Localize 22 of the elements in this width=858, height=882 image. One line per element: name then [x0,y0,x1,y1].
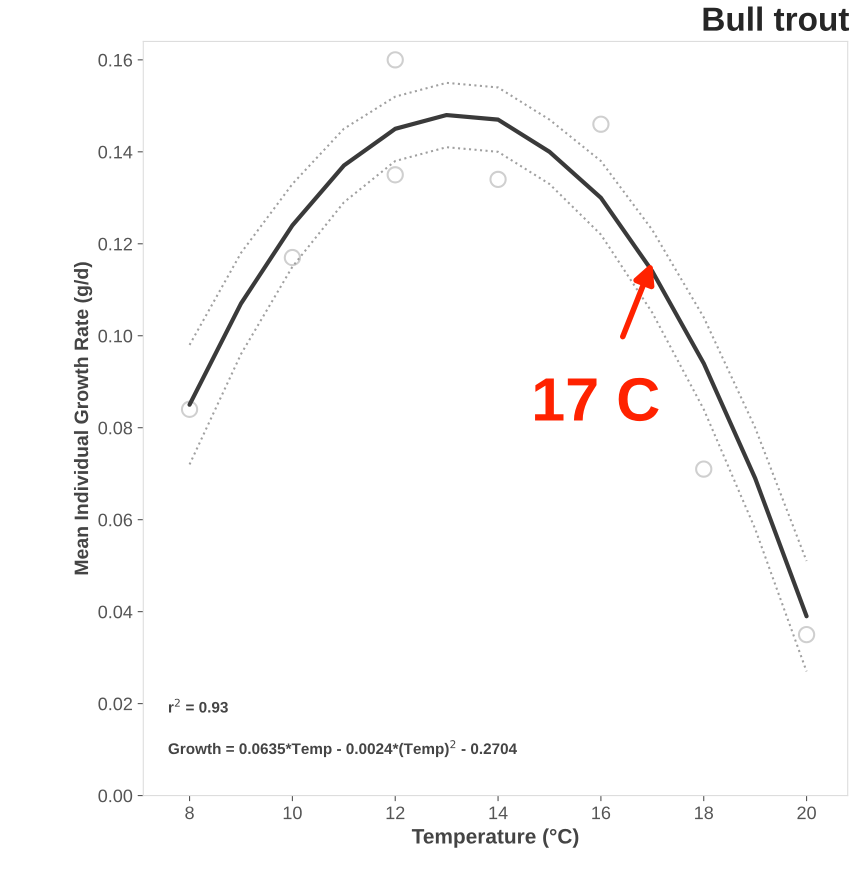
x-tick-label: 8 [185,806,194,820]
x-tick-label: 16 [592,806,610,820]
y-tick-label: 0.00 [98,790,132,802]
x-tick-label: 20 [797,806,816,820]
y-tick-label: 0.16 [98,54,132,67]
annotation: Growth = 0.0635*Temp - 0.0024*(Temp)$^{2}$ - 0.2704 [168,740,517,758]
chart-title: Bull trout [704,6,850,31]
y-tick-label: 0.04 [98,606,132,618]
x-axis-title: Temperature (°C) [412,828,578,848]
y-tick-label: 0.10 [98,330,132,342]
y-tick-label: 0.14 [98,146,132,159]
y-tick-label: 0.02 [98,698,132,710]
x-tick-label: 14 [489,806,508,820]
annotation: 17 C [535,378,659,422]
x-tick-label: 12 [386,806,404,820]
y-tick-label: 0.06 [98,514,132,526]
x-tick-label: 18 [695,806,713,820]
y-axis-title: Mean Individual Growth Rate (g/d) [74,262,92,574]
y-tick-label: 0.08 [98,422,132,434]
y-tick-label: 0.12 [98,238,132,250]
x-tick-label: 10 [284,806,302,820]
annotation: r$^{2}$ = 0.93 [168,698,228,713]
